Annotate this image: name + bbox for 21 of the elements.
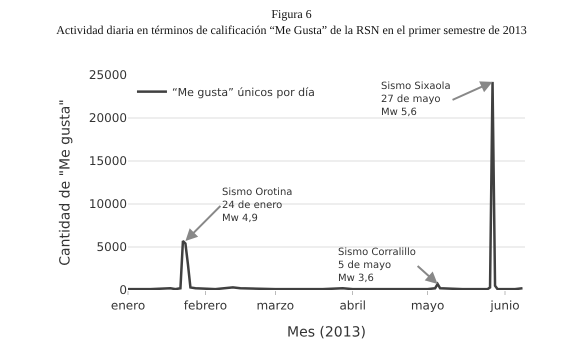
y-tick-label: 20000 bbox=[88, 111, 127, 126]
y-tick-label: 0 bbox=[119, 283, 127, 298]
annotation: Sismo Sixaola 27 de mayo Mw 5,6 bbox=[381, 81, 451, 118]
chart-title: Figura 6 bbox=[271, 7, 312, 22]
x-tick-label: junio bbox=[489, 298, 520, 312]
annotation: Sismo Orotina 24 de enero Mw 4,9 bbox=[222, 187, 292, 224]
legend-label: “Me gusta” únicos por día bbox=[172, 86, 315, 99]
y-tick-label: 10000 bbox=[88, 197, 127, 212]
annotation: Sismo Corralillo 5 de mayo Mw 3,6 bbox=[338, 247, 416, 284]
x-tick-label: marzo bbox=[256, 298, 294, 312]
x-tick-label: mayo bbox=[410, 298, 444, 312]
x-tick-label: febrero bbox=[184, 298, 228, 312]
x-tick-label: enero bbox=[110, 298, 146, 312]
y-axis-title: Cantidad de "Me gusta" bbox=[57, 99, 74, 266]
x-axis-title: Mes (2013) bbox=[287, 324, 366, 341]
y-tick-label: 15000 bbox=[88, 154, 127, 168]
y-tick-label: 25000 bbox=[88, 68, 127, 82]
chart-subtitle: Actividad diaria en términos de calificación “Me Gusta” de la RSN en el primer semestre de 2013 bbox=[56, 22, 527, 37]
line-series bbox=[128, 80, 524, 290]
x-tick-label: abril bbox=[339, 298, 366, 312]
y-tick-label: 5000 bbox=[96, 240, 127, 254]
